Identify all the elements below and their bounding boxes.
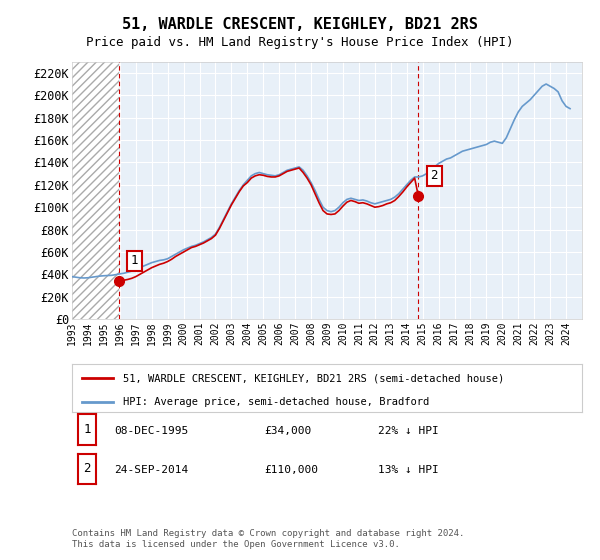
Text: 2: 2 xyxy=(431,169,438,183)
Text: £34,000: £34,000 xyxy=(264,426,311,436)
Text: 1: 1 xyxy=(83,423,91,436)
Text: 1: 1 xyxy=(131,254,139,268)
Text: 2: 2 xyxy=(83,463,91,475)
Text: 51, WARDLE CRESCENT, KEIGHLEY, BD21 2RS: 51, WARDLE CRESCENT, KEIGHLEY, BD21 2RS xyxy=(122,17,478,32)
Bar xyxy=(72,62,119,319)
Text: HPI: Average price, semi-detached house, Bradford: HPI: Average price, semi-detached house,… xyxy=(123,397,429,407)
Text: Price paid vs. HM Land Registry's House Price Index (HPI): Price paid vs. HM Land Registry's House … xyxy=(86,36,514,49)
Text: Contains HM Land Registry data © Crown copyright and database right 2024.
This d: Contains HM Land Registry data © Crown c… xyxy=(72,529,464,549)
Text: £110,000: £110,000 xyxy=(264,465,318,475)
Text: 24-SEP-2014: 24-SEP-2014 xyxy=(114,465,188,475)
Text: 13% ↓ HPI: 13% ↓ HPI xyxy=(378,465,439,475)
Text: 51, WARDLE CRESCENT, KEIGHLEY, BD21 2RS (semi-detached house): 51, WARDLE CRESCENT, KEIGHLEY, BD21 2RS … xyxy=(123,374,504,383)
Text: 08-DEC-1995: 08-DEC-1995 xyxy=(114,426,188,436)
Text: 22% ↓ HPI: 22% ↓ HPI xyxy=(378,426,439,436)
